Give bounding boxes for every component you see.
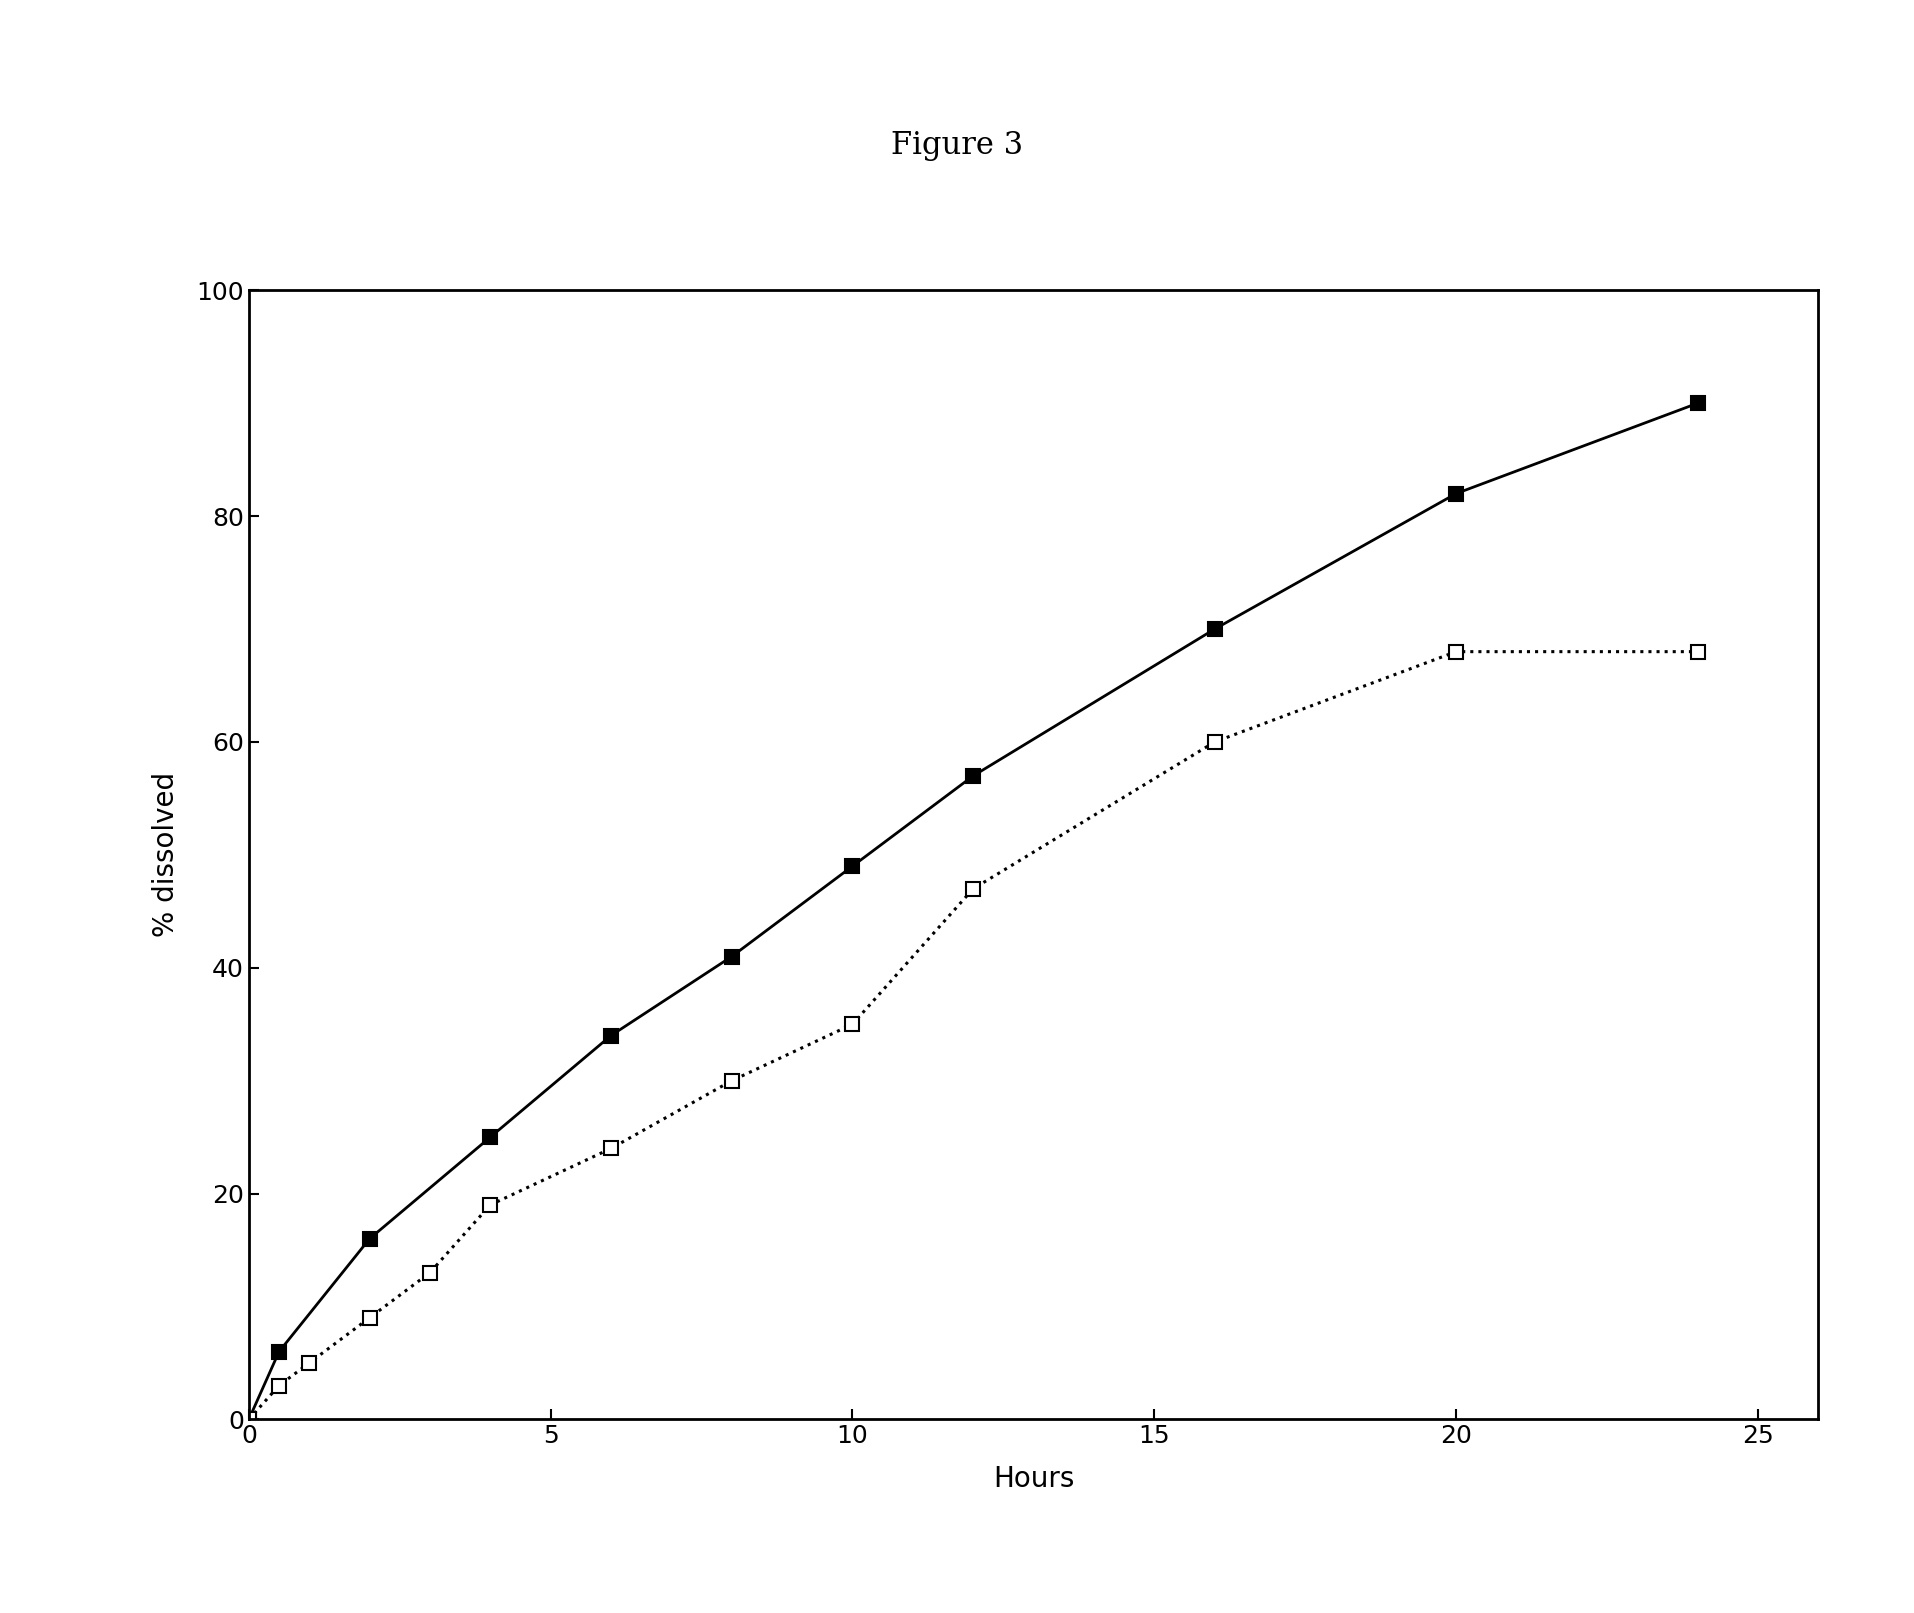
X-axis label: Hours: Hours [993, 1465, 1074, 1494]
Text: Figure 3: Figure 3 [890, 129, 1024, 161]
Y-axis label: % dissolved: % dissolved [151, 773, 180, 937]
